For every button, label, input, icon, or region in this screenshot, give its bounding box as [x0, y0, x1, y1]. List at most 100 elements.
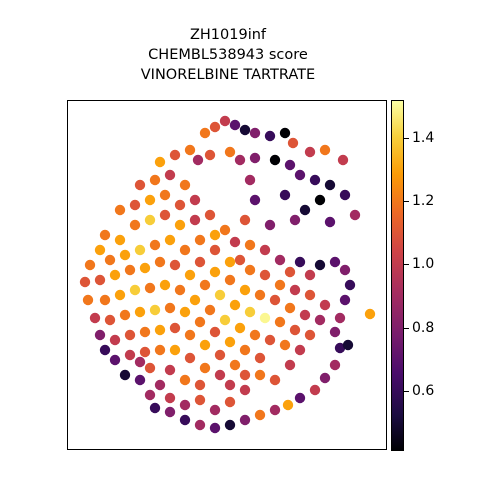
- spot-29: [299, 204, 311, 216]
- spot-104: [274, 279, 286, 291]
- spot-191: [194, 379, 206, 391]
- spot-8: [287, 137, 299, 149]
- spot-18: [234, 154, 246, 166]
- chart-title-line-2: CHEMBL538943 score: [148, 47, 308, 63]
- spot-59: [109, 354, 121, 366]
- spot-100: [209, 244, 221, 256]
- spot-127: [139, 262, 151, 274]
- spot-116: [209, 266, 221, 278]
- spot-34: [239, 214, 251, 226]
- spot-114: [179, 244, 191, 256]
- spot-14: [184, 144, 196, 156]
- spot-179: [224, 379, 236, 391]
- spot-7: [279, 127, 291, 139]
- spot-63: [149, 402, 161, 414]
- spot-4: [239, 124, 251, 136]
- spot-40: [189, 194, 201, 206]
- colorbar-tick-0: [404, 390, 409, 392]
- spot-173: [169, 322, 181, 334]
- colorbar-tick-2: [404, 264, 409, 266]
- spot-178: [239, 369, 251, 381]
- spot-175: [199, 339, 211, 351]
- spot-36: [134, 179, 146, 191]
- spot-168: [209, 404, 221, 416]
- spot-3: [229, 119, 241, 131]
- colorbar: [391, 100, 404, 451]
- spot-154: [104, 314, 116, 326]
- spot-83: [339, 264, 351, 276]
- chart-title-line-3: VINORELBINE TARTRATE: [140, 67, 316, 83]
- spot-23: [309, 174, 321, 186]
- spot-136: [274, 316, 286, 328]
- spot-71: [269, 404, 281, 416]
- spot-109: [104, 254, 116, 266]
- spot-72: [282, 399, 294, 411]
- spot-81: [339, 294, 351, 306]
- spot-5: [249, 127, 261, 139]
- spot-15: [192, 154, 204, 166]
- spot-113: [164, 234, 176, 246]
- spot-106: [304, 289, 316, 301]
- spot-162: [224, 336, 236, 348]
- spot-32: [244, 174, 256, 186]
- spot-98: [174, 219, 186, 231]
- spot-176: [214, 349, 226, 361]
- spot-189: [199, 362, 211, 374]
- spot-60: [119, 369, 131, 381]
- spot-0: [199, 127, 211, 139]
- spot-130: [184, 269, 196, 281]
- spot-138: [294, 344, 306, 356]
- spot-45: [114, 204, 126, 216]
- spot-44: [209, 229, 221, 241]
- spot-6: [264, 130, 276, 142]
- spot-135: [259, 312, 271, 324]
- spot-46: [129, 199, 141, 211]
- spot-66: [194, 419, 206, 431]
- spot-152: [284, 359, 296, 371]
- spot-85: [314, 259, 326, 271]
- spot-145: [189, 294, 201, 306]
- spot-89: [274, 254, 286, 266]
- colorbar-tick-label-2: 1.0: [412, 256, 435, 273]
- spot-192: [179, 374, 191, 386]
- spot-142: [144, 282, 156, 294]
- spot-61: [134, 374, 146, 386]
- spot-13: [169, 149, 181, 161]
- spot-107: [319, 299, 331, 311]
- spot-99: [194, 234, 206, 246]
- spot-55: [82, 294, 94, 306]
- spot-141: [129, 284, 141, 296]
- spot-76: [329, 359, 341, 371]
- spot-108: [314, 314, 326, 326]
- spot-65: [179, 414, 191, 426]
- spot-90: [259, 244, 271, 256]
- spot-28: [324, 216, 336, 228]
- spot-47: [144, 194, 156, 206]
- spot-11: [337, 154, 349, 166]
- spot-181: [179, 399, 191, 411]
- spot-80: [334, 312, 346, 324]
- spot-183: [154, 379, 166, 391]
- plot-area: [67, 100, 387, 450]
- spot-84: [329, 256, 341, 268]
- spot-22: [294, 169, 306, 181]
- spot-123: [304, 329, 316, 341]
- spot-82: [344, 279, 356, 291]
- spot-132: [214, 289, 226, 301]
- spot-153: [269, 374, 281, 386]
- spot-111: [134, 244, 146, 256]
- spot-149: [249, 329, 261, 341]
- spot-128: [154, 256, 166, 268]
- spot-159: [179, 306, 191, 318]
- spot-75: [319, 372, 331, 384]
- spot-35: [264, 219, 276, 231]
- spot-157: [149, 304, 161, 316]
- spot-125: [109, 269, 121, 281]
- spot-31: [279, 189, 291, 201]
- spot-77: [334, 342, 346, 354]
- spot-62: [144, 389, 156, 401]
- spot-25: [339, 189, 351, 201]
- spot-33: [249, 194, 261, 206]
- spot-1: [209, 121, 221, 133]
- colorbar-tick-4: [404, 137, 409, 139]
